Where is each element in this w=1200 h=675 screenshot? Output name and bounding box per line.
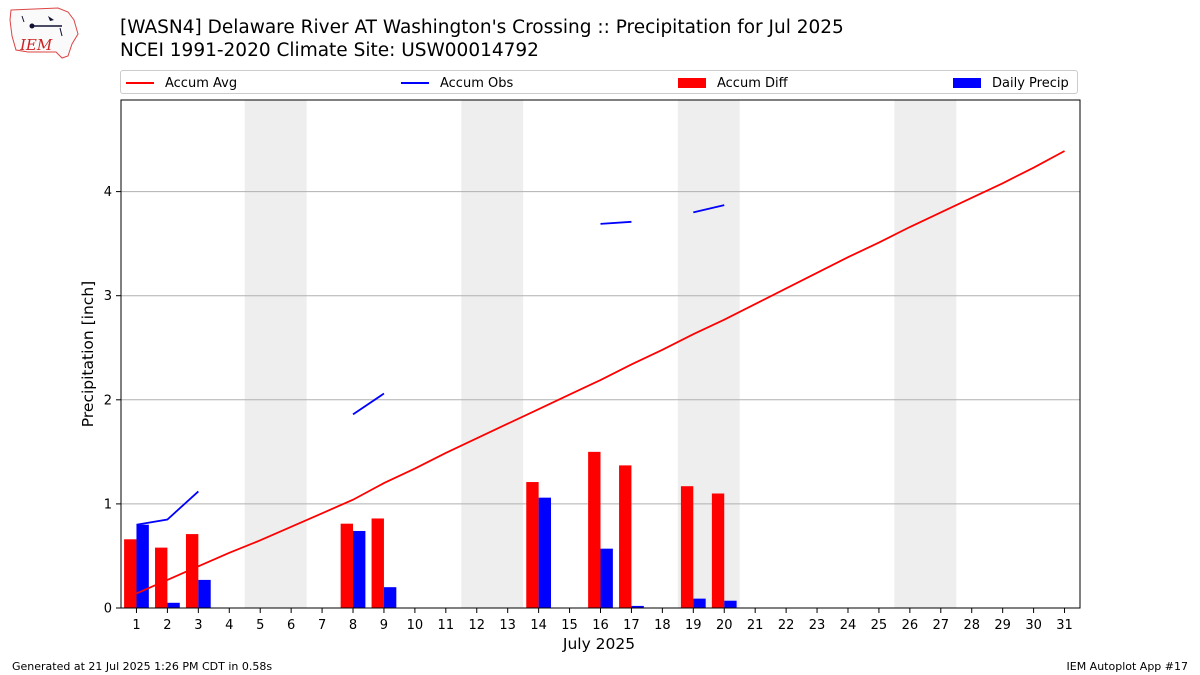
legend-accum-avg: Accum Avg <box>126 74 237 92</box>
x-tick-label-11: 11 <box>438 618 455 633</box>
accum-diff-bar-9 <box>371 518 384 608</box>
y-tick-label-0: 0 <box>104 602 112 617</box>
y-axis: 0 1 2 3 4 <box>104 185 121 617</box>
legend-accum-diff: Accum Diff <box>678 74 788 92</box>
legend-swatch-accum-avg <box>126 82 154 84</box>
accum-diff-bar-8 <box>340 523 354 608</box>
x-tick-label-18: 18 <box>654 618 671 633</box>
lines <box>136 150 1065 595</box>
legend-label-accum-diff: Accum Diff <box>717 75 788 91</box>
accum-obs-line-segment-2 <box>352 392 385 416</box>
daily-precip-bar-20 <box>724 600 737 608</box>
x-tick-label-12: 12 <box>468 618 485 633</box>
x-tick-label-31: 31 <box>1056 618 1073 633</box>
x-tick-label-8: 8 <box>349 618 357 633</box>
x-tick-label-20: 20 <box>716 618 733 633</box>
x-axis: 1 2 3 4 5 6 7 8 9 10 11 12 13 14 15 16 17 18 19 20 21 22 23 24 2… <box>132 608 1073 633</box>
x-tick-label-17: 17 <box>623 618 640 633</box>
weekend-shade-5 <box>244 100 307 608</box>
bars <box>124 451 737 608</box>
x-tick-label-13: 13 <box>499 618 516 633</box>
x-axis-label: July 2025 <box>562 635 635 653</box>
chart-title: [WASN4] Delaware River AT Washington's C… <box>120 17 844 38</box>
x-tick-label-10: 10 <box>407 618 424 633</box>
x-tick-label-24: 24 <box>840 618 857 633</box>
legend-label-daily-precip: Daily Precip <box>992 75 1069 91</box>
accum-diff-bar-3 <box>185 534 199 608</box>
x-tick-label-5: 5 <box>256 618 264 633</box>
accum-obs-line-segment-3 <box>600 220 632 225</box>
daily-precip-bar-16 <box>600 548 613 608</box>
generated-note: Generated at 21 Jul 2025 1:26 PM CDT in … <box>12 660 273 673</box>
accum-diff-bar-2 <box>155 547 168 608</box>
legend: Accum Avg Accum Obs Accum Diff Daily Pre… <box>120 70 1078 94</box>
legend-label-accum-avg: Accum Avg <box>165 75 238 91</box>
daily-precip-bar-9 <box>383 587 397 608</box>
daily-precip-bar-17 <box>631 605 644 608</box>
weekend-shade-26 <box>894 100 957 608</box>
accum-diff-bar-17 <box>619 465 632 608</box>
legend-swatch-daily-precip <box>953 78 981 88</box>
y-tick-label-3: 3 <box>104 289 112 304</box>
x-tick-label-19: 19 <box>685 618 702 633</box>
x-tick-label-30: 30 <box>1025 618 1042 633</box>
accum-obs-line-segment-4 <box>693 204 725 214</box>
accum-diff-bar-16 <box>588 451 601 608</box>
accum-diff-bar-1 <box>124 539 137 608</box>
x-tick-label-4: 4 <box>225 618 233 633</box>
legend-label-accum-obs: Accum Obs <box>440 75 514 91</box>
x-tick-label-6: 6 <box>287 618 295 633</box>
daily-precip-bar-14 <box>538 497 552 608</box>
logo-text: IEM <box>19 36 53 54</box>
y-axis-label: Precipitation [inch] <box>79 281 97 427</box>
y-tick-label-1: 1 <box>104 497 112 512</box>
daily-precip-bar-19 <box>693 598 706 608</box>
accum-diff-bar-14 <box>526 482 539 608</box>
x-tick-label-23: 23 <box>809 618 826 633</box>
x-tick-label-25: 25 <box>871 618 888 633</box>
accum-obs-line-segment-1 <box>136 490 199 526</box>
x-tick-label-21: 21 <box>747 618 764 633</box>
legend-swatch-accum-obs <box>401 82 429 84</box>
chart-subtitle: NCEI 1991-2020 Climate Site: USW00014792 <box>120 40 539 61</box>
app-note: IEM Autoplot App #17 <box>1066 660 1189 673</box>
y-tick-label-2: 2 <box>104 393 112 408</box>
x-tick-label-9: 9 <box>380 618 388 633</box>
x-tick-label-2: 2 <box>163 618 171 633</box>
x-tick-label-3: 3 <box>194 618 202 633</box>
x-tick-label-16: 16 <box>592 618 609 633</box>
x-tick-label-15: 15 <box>561 618 578 633</box>
x-tick-label-29: 29 <box>994 618 1011 633</box>
weekend-shading <box>244 100 957 608</box>
accum-diff-bar-19 <box>680 486 694 608</box>
legend-swatch-accum-diff <box>678 78 706 88</box>
daily-precip-bar-1 <box>136 524 149 608</box>
x-tick-label-28: 28 <box>963 618 980 633</box>
x-tick-label-14: 14 <box>530 618 547 633</box>
x-tick-label-26: 26 <box>902 618 919 633</box>
legend-daily-precip: Daily Precip <box>953 74 1069 92</box>
y-tick-label-4: 4 <box>104 185 112 200</box>
accum-diff-bar-20 <box>711 493 725 608</box>
daily-precip-bar-3 <box>198 579 211 608</box>
accum-avg-line <box>136 150 1065 595</box>
x-tick-label-7: 7 <box>318 618 326 633</box>
legend-accum-obs: Accum Obs <box>401 74 513 92</box>
weekend-shade-12 <box>461 100 524 608</box>
iem-logo: IEM <box>9 7 79 59</box>
x-tick-label-22: 22 <box>778 618 795 633</box>
daily-precip-bar-2 <box>167 602 180 608</box>
x-tick-label-27: 27 <box>933 618 950 633</box>
daily-precip-bar-8 <box>353 530 366 608</box>
x-tick-label-1: 1 <box>132 618 140 633</box>
